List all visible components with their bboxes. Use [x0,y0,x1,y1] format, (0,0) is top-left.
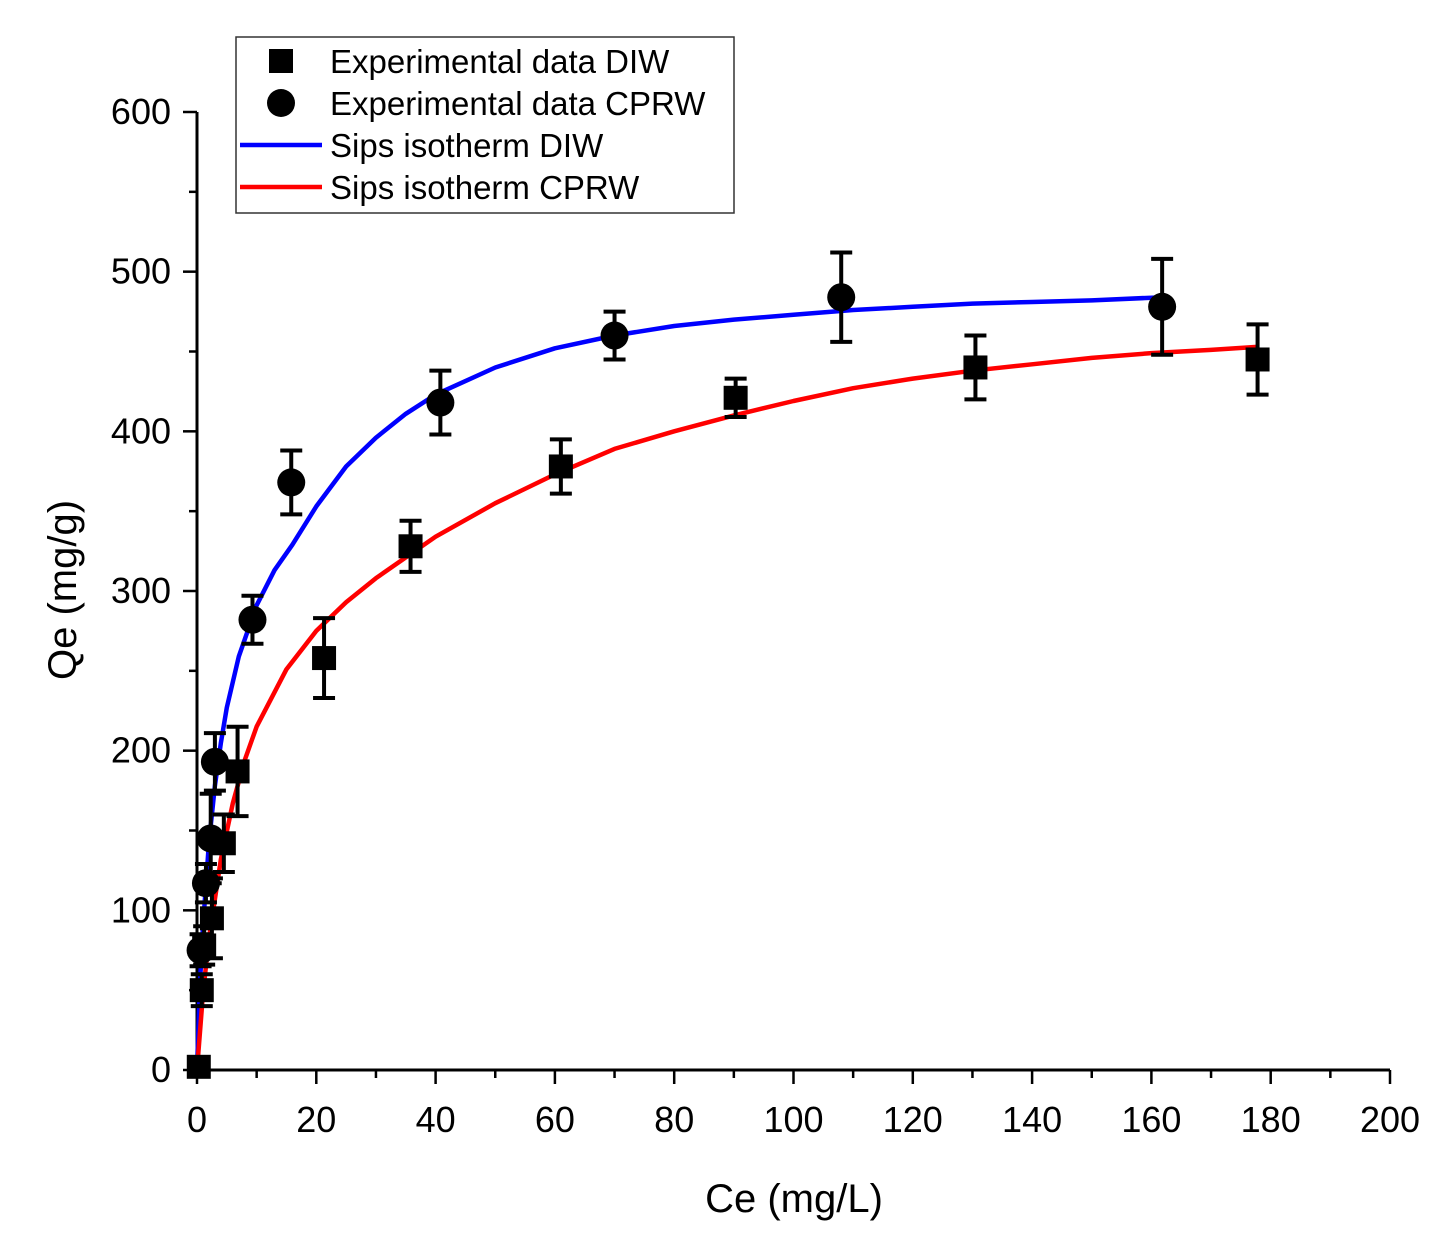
circle-marker [238,605,267,634]
x-tick-label: 20 [296,1099,336,1140]
x-tick-label: 140 [1002,1099,1062,1140]
square-marker [548,454,573,479]
experimental-data-cprw-point [827,250,856,344]
x-tick-label: 120 [883,1099,943,1140]
y-tick-label: 100 [111,889,171,930]
x-tick-label: 180 [1241,1099,1301,1140]
legend-square-icon [269,49,293,73]
square-marker [189,978,214,1003]
legend-box [235,36,735,214]
square-marker [963,355,988,380]
legend-label-sips-isotherm-cprw: Sips isotherm CPRW [330,169,640,206]
y-tick-label: 600 [111,91,171,132]
y-tick-label: 300 [111,570,171,611]
legend-circle-icon [267,89,295,117]
circle-marker [426,388,455,417]
sips-isotherm-cprw-curve [194,344,1259,1071]
experimental-data-cprw-point [238,593,267,646]
experimental-data-cprw-point [277,448,306,517]
fit-curves [194,294,1259,1071]
x-tick-label: 80 [654,1099,694,1140]
experimental-data-cprw-point [1148,256,1177,357]
x-tick-label: 160 [1121,1099,1181,1140]
square-marker [225,759,250,784]
circle-marker [200,747,229,776]
square-marker [398,534,423,559]
circle-marker [277,468,306,497]
legend: Experimental data DIW Experimental data C… [235,36,735,214]
experimental-data-diw-point [225,724,250,819]
experimental-data-diw-point [189,972,214,1009]
experimental-data-cprw-point [600,309,629,362]
experimental-data-cprw-point [186,932,215,969]
x-tick-label: 60 [535,1099,575,1140]
legend-label-experimental-data-diw: Experimental data DIW [330,43,670,80]
y-tick-label: 0 [151,1049,171,1090]
square-marker [1245,347,1270,372]
experimental-data-diw-point [186,1054,211,1079]
experimental-data-diw-point [312,616,337,700]
y-tick-label: 400 [111,410,171,451]
experimental-data-cprw-point [196,791,225,886]
x-tick-label: 40 [416,1099,456,1140]
experimental-data-diw-point [963,333,988,402]
experimental-data-diw-point [723,376,748,419]
legend-label-experimental-data-cprw: Experimental data CPRW [330,85,706,122]
circle-marker [1148,292,1177,321]
y-axis-label: Qe (mg/g) [41,500,85,680]
experimental-data-diw-point [1245,322,1270,397]
experimental-data-diw-point [398,518,423,574]
x-tick-label: 200 [1360,1099,1420,1140]
circle-marker [186,936,215,965]
y-tick-label: 500 [111,251,171,292]
square-marker [199,906,224,931]
sips-isotherm-diw-curve [194,294,1164,1071]
experimental-data-diw-point [548,437,573,496]
circle-marker [196,824,225,853]
experimental-data-cprw-point [426,368,455,437]
square-marker [186,1054,211,1079]
x-tick-label: 100 [763,1099,823,1140]
legend-label-sips-isotherm-diw: Sips isotherm DIW [330,127,604,164]
x-axis-label: Ce (mg/L) [705,1177,883,1221]
x-tick-label: 0 [187,1099,207,1140]
circle-marker [827,283,856,312]
experimental-data-cprw-point [200,731,229,793]
data-points [186,250,1270,1079]
plot-axes: 0 20 40 60 80 100 120 140 160 180 200 0 100 200 300 400… [111,91,1420,1140]
square-marker [723,385,748,410]
square-marker [312,646,337,671]
y-tick-label: 200 [111,730,171,771]
circle-marker [600,321,629,350]
